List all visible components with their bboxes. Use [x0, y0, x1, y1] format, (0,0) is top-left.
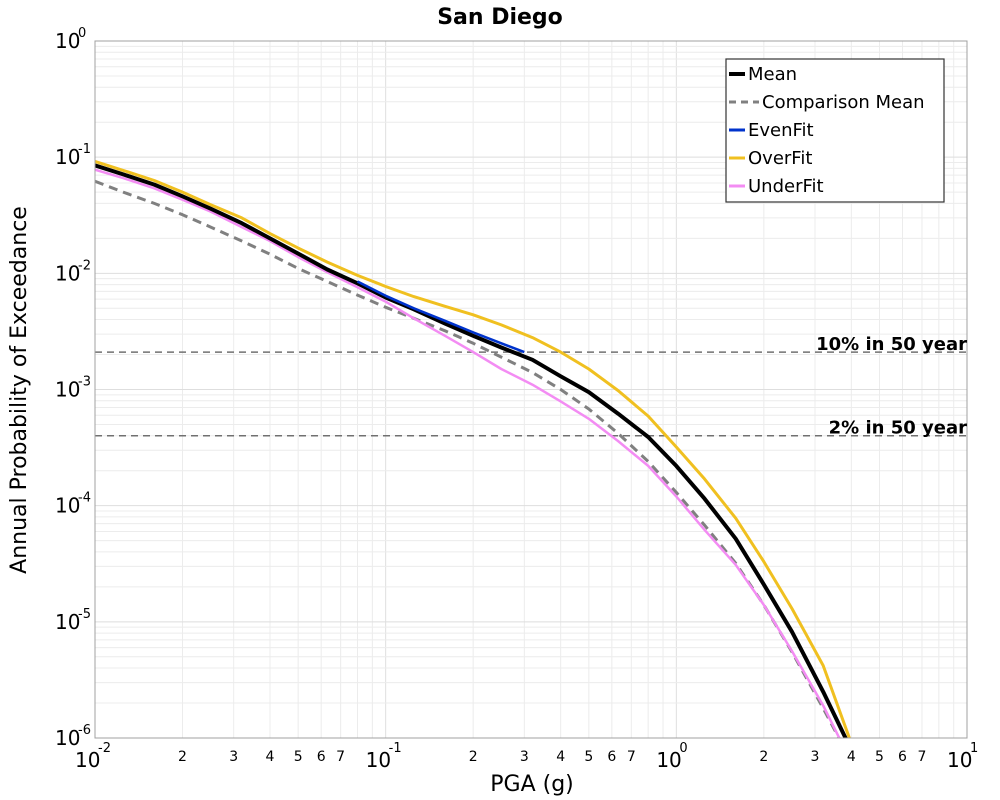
y-tick-label: 10 — [55, 610, 80, 634]
x-minor-tick-label: 6 — [898, 749, 907, 765]
series-line-comparison-mean — [95, 179, 841, 738]
series-lines — [95, 159, 851, 738]
y-tick-exponent: -6 — [78, 723, 91, 738]
x-tick-label: 10 — [75, 748, 100, 772]
legend-label: Comparison Mean — [762, 92, 925, 113]
x-minor-tick-label: 4 — [847, 749, 856, 765]
chart-title: San Diego — [437, 5, 563, 30]
x-minor-tick-label: 7 — [627, 749, 636, 765]
x-tick-label: 10 — [656, 748, 681, 772]
x-tick-exponent: -1 — [389, 741, 402, 756]
x-minor-tick-label: 3 — [520, 749, 529, 765]
y-tick-label: 10 — [55, 29, 80, 53]
x-minor-tick-label: 6 — [607, 749, 616, 765]
y-tick-exponent: -5 — [78, 607, 91, 622]
x-minor-tick-label: 3 — [229, 749, 238, 765]
plot-border — [94, 40, 968, 739]
legend-label: OverFit — [748, 148, 812, 169]
x-minor-tick-label: 4 — [266, 749, 275, 765]
y-tick-label: 10 — [55, 378, 80, 402]
y-tick-exponent: -1 — [78, 142, 91, 157]
y-tick-label: 10 — [55, 726, 80, 750]
series-line-mean — [95, 163, 848, 738]
y-tick-exponent: -2 — [78, 258, 91, 273]
legend-label: UnderFit — [748, 176, 824, 197]
x-minor-tick-label: 7 — [336, 749, 345, 765]
x-minor-tick-label: 5 — [584, 749, 593, 765]
x-tick-exponent: 0 — [679, 741, 687, 756]
y-tick-label: 10 — [55, 261, 80, 285]
x-minor-tick-label: 3 — [811, 749, 820, 765]
y-tick-exponent: -4 — [78, 491, 91, 506]
x-minor-tick-label: 7 — [918, 749, 927, 765]
reference-label: 10% in 50 year — [816, 334, 967, 355]
y-tick-label: 10 — [55, 145, 80, 169]
y-tick-exponent: 0 — [78, 26, 86, 41]
series-group — [95, 159, 851, 738]
legend-label: EvenFit — [748, 120, 814, 141]
y-tick-label: 10 — [55, 494, 80, 518]
x-minor-tick-label: 5 — [875, 749, 884, 765]
x-tick-exponent: -2 — [98, 741, 111, 756]
x-tick-exponent: 1 — [970, 741, 978, 756]
x-minor-tick-label: 5 — [294, 749, 303, 765]
x-minor-tick-label: 2 — [178, 749, 187, 765]
legend-box — [725, 58, 945, 203]
x-tick-label: 10 — [947, 748, 972, 772]
x-tick-label: 10 — [366, 748, 391, 772]
x-minor-tick-label: 2 — [469, 749, 478, 765]
x-minor-tick-label: 4 — [556, 749, 565, 765]
x-axis-label: PGA (g) — [490, 772, 574, 797]
series-line-overfit — [95, 159, 851, 738]
grid — [94, 41, 967, 739]
series-line-evenfit — [356, 280, 525, 354]
y-tick-exponent: -3 — [78, 375, 91, 390]
x-minor-tick-label: 6 — [317, 749, 326, 765]
legend-label: Mean — [748, 64, 797, 85]
x-minor-tick-label: 2 — [759, 749, 768, 765]
y-axis-label: Annual Probability of Exceedance — [7, 206, 32, 574]
legend: Mean Comparison Mean EvenFit OverFit UnderFi… — [725, 58, 945, 203]
reference-lines — [95, 351, 967, 437]
reference-label: 2% in 50 year — [829, 418, 967, 439]
series-line-underfit — [95, 168, 841, 738]
